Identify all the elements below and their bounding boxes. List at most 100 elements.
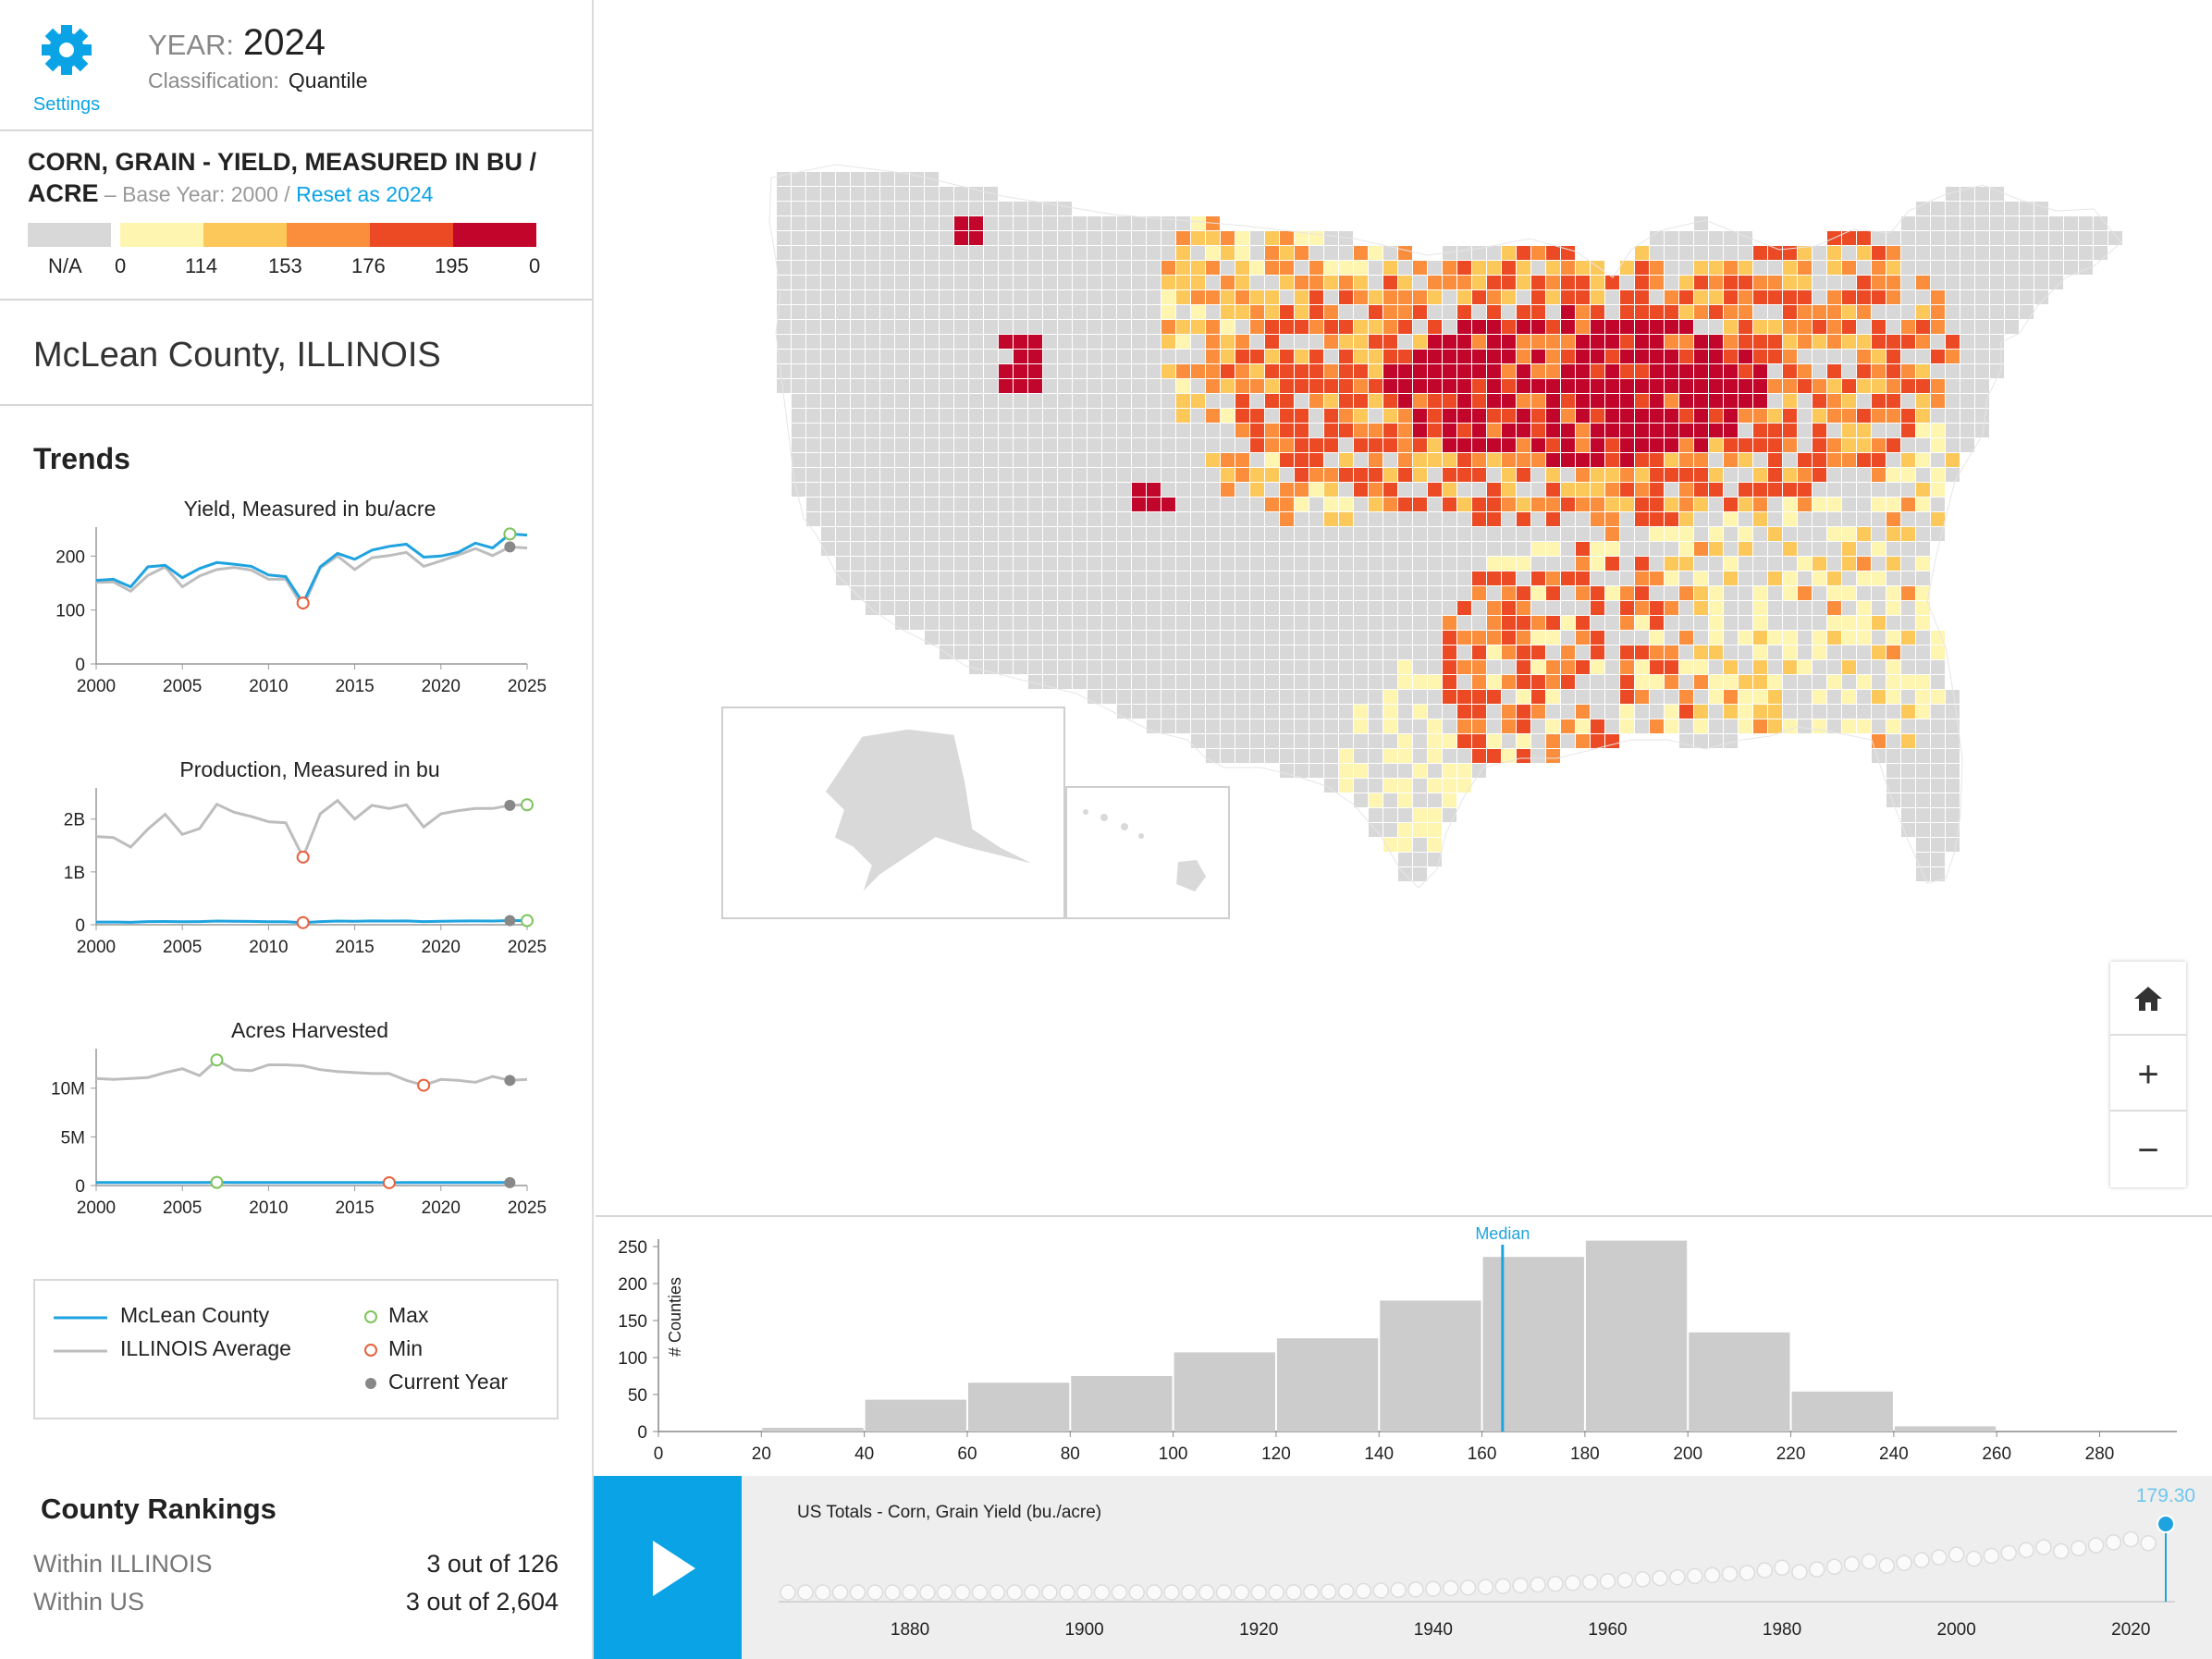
county-shape [1650,512,1664,526]
county-shape [1709,527,1723,541]
county-shape [1028,379,1042,393]
county-shape [1561,305,1575,319]
county-shape [2034,231,2048,245]
county-shape [1295,512,1309,526]
us-totals-timeline[interactable]: US Totals - Corn, Grain Yield (bu./acre)… [742,1476,2212,1659]
county-shape [1517,379,1530,393]
county-shape [1886,586,1900,600]
county-shape [2005,216,2019,230]
county-shape [1591,453,1604,467]
county-shape [1073,557,1087,571]
county-shape [1679,409,1693,423]
hist-x-tick-label: 240 [1879,1444,1909,1464]
county-shape [1517,335,1530,349]
county-shape [1768,542,1782,556]
county-shape [1813,601,1826,615]
county-shape [1132,571,1146,585]
county-shape [1591,631,1604,645]
county-shape [1576,571,1590,585]
county-shape [1768,586,1782,600]
county-shape [821,468,835,482]
zoom-out-button[interactable]: − [2137,1130,2159,1171]
county-shape [1546,246,1560,260]
county-shape [1147,645,1161,659]
county-shape [1028,586,1042,600]
county-shape [1280,394,1294,408]
county-shape [1650,616,1664,630]
us-county-map[interactable] [596,0,2212,943]
county-shape [1235,320,1249,334]
county-shape [1502,424,1516,437]
county-shape [1679,660,1693,674]
county-shape [806,512,820,526]
county-shape [1102,527,1116,541]
hist-y-tick-label: 0 [637,1423,647,1443]
county-shape [1472,261,1486,275]
county-shape [1694,216,1708,230]
county-shape [1753,409,1767,423]
county-shape [1443,586,1456,600]
zoom-in-button[interactable]: + [2110,1038,2186,1112]
county-shape [1161,719,1175,733]
county-shape [1295,660,1309,674]
county-shape [1946,364,1960,378]
county-shape [910,557,924,571]
county-shape [1147,246,1161,260]
county-shape [1487,645,1501,659]
home-button[interactable] [2110,962,2186,1036]
county-shape [1043,601,1057,615]
county-shape [1886,453,1900,467]
county-shape [851,335,865,349]
county-shape [866,379,879,393]
county-shape [1354,764,1368,778]
county-shape [1235,645,1249,659]
reset-year-link[interactable]: Reset as 2024 [296,182,434,206]
county-shape [1517,749,1530,763]
choropleth-map[interactable]: + − [596,0,2212,1215]
county-shape [1798,483,1812,497]
county-shape [1946,409,1960,423]
county-shape [1916,468,1930,482]
county-shape [1309,719,1323,733]
play-button[interactable] [594,1476,742,1659]
county-shape [895,601,909,615]
hawaii-inset[interactable] [1065,786,1230,919]
county-shape [1073,350,1087,363]
county-shape [2094,231,2108,245]
county-shape [806,483,820,497]
county-shape [1709,675,1723,689]
county-shape [1517,734,1530,748]
county-shape [1472,645,1486,659]
county-shape [1768,438,1782,452]
county-shape [1946,424,1960,437]
settings-button[interactable]: Settings [20,20,113,122]
county-shape [1783,468,1797,482]
county-shape [2049,261,2063,275]
county-shape [821,320,835,334]
county-shape [1827,616,1841,630]
county-shape [1147,276,1161,289]
county-shape [1739,675,1752,689]
county-shape [1309,409,1323,423]
timeline-panel[interactable]: US Totals - Corn, Grain Yield (bu./acre)… [742,1476,2212,1659]
county-shape [1428,453,1442,467]
county-shape [1605,276,1619,289]
county-shape [1531,424,1545,437]
county-shape [1354,690,1368,704]
timeline-point [1616,1572,1634,1589]
county-shape [1398,453,1412,467]
county-shape [1842,631,1856,645]
county-shape [1931,719,1945,733]
county-shape [1028,335,1042,349]
county-shape [1324,409,1338,423]
county-shape [1901,335,1915,349]
county-shape [1827,438,1841,452]
county-shape [1206,290,1220,304]
alaska-inset[interactable] [721,707,1065,919]
county-shape [1014,557,1027,571]
county-shape [1280,690,1294,704]
county-shape [1753,616,1767,630]
county-shape [1280,616,1294,630]
county-shape [1842,290,1856,304]
